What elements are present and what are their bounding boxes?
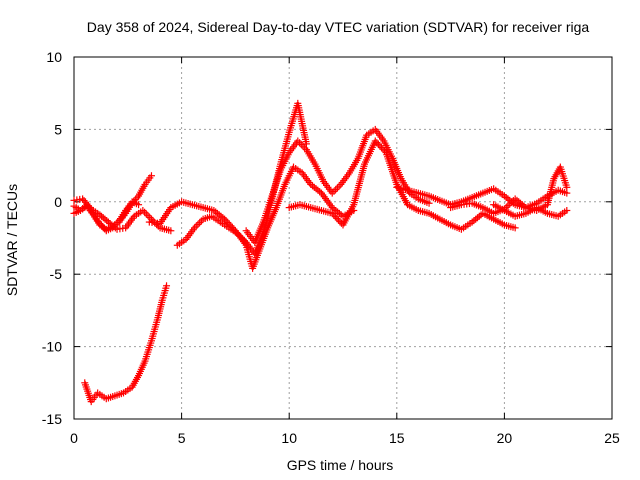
y-tick-label: -5 [50, 266, 63, 282]
y-tick-label: -10 [42, 339, 62, 355]
data-point [511, 224, 519, 232]
x-tick-label: 5 [178, 430, 186, 446]
x-tick-label: 10 [281, 430, 297, 446]
y-tick-label: 5 [54, 121, 62, 137]
data-point [425, 199, 433, 207]
track-marker [333, 214, 341, 222]
track-marker [376, 142, 384, 150]
track-marker [194, 220, 202, 228]
y-tick-label: 0 [54, 194, 62, 210]
track-marker [222, 217, 230, 225]
x-tick-label: 25 [604, 430, 620, 446]
data-point [563, 206, 571, 214]
track-marker [379, 145, 387, 153]
data-points [70, 99, 571, 406]
track-marker [373, 139, 381, 147]
x-axis-label: GPS time / hours [287, 457, 394, 473]
track-marker [144, 212, 152, 220]
data-point [163, 282, 171, 290]
data-point [167, 227, 175, 235]
x-tick-label: 15 [389, 430, 405, 446]
plot-frame [73, 56, 613, 420]
track-marker [330, 211, 338, 219]
data-point [328, 209, 336, 217]
track-marker [336, 218, 344, 226]
data-point [563, 183, 571, 191]
x-tick-labels: 0 5 10 15 20 25 [70, 430, 620, 446]
chart-title: Day 358 of 2024, Sidereal Day-to-day VTE… [87, 19, 590, 35]
track-marker [377, 144, 385, 152]
x-tick-label: 20 [497, 430, 513, 446]
track-marker [381, 147, 389, 155]
track-marker [333, 184, 341, 192]
track-marker [332, 186, 340, 194]
track-marker [196, 219, 204, 227]
track-marker [141, 208, 149, 216]
data-point [371, 137, 379, 145]
track-marker [335, 182, 343, 190]
tick-marks [73, 56, 613, 420]
y-axis-label: SDTVAR / TECUs [4, 184, 20, 296]
track-marker [192, 222, 200, 230]
track-marker [334, 216, 342, 224]
track-marker [374, 140, 382, 148]
x-tick-label: 0 [70, 430, 78, 446]
y-tick-label: -15 [42, 411, 62, 427]
grid-lines [74, 57, 612, 419]
data-point [135, 201, 143, 209]
y-tick-labels: -15 -10 -5 0 5 10 [42, 49, 62, 427]
y-tick-label: 10 [46, 49, 62, 65]
track-marker [331, 213, 339, 221]
data-point [147, 172, 155, 180]
